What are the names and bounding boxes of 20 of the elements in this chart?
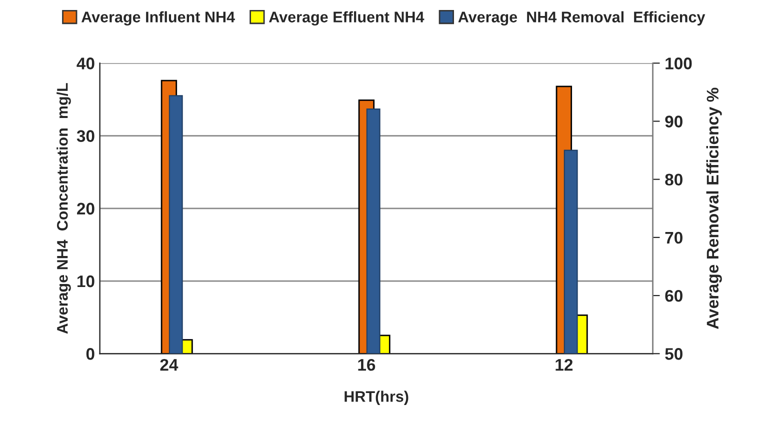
y-tick-label: 0	[86, 348, 94, 360]
x-tick-label: 24	[160, 358, 178, 371]
x-tick-label: 16	[358, 358, 376, 371]
y2-axis-title: Average Removal Efficiency %	[706, 88, 722, 330]
y2-tick-label: 70	[665, 232, 682, 244]
y-axis-title: Average NH4 Concentration mg/L	[56, 83, 71, 334]
legend-label: Average Effluent NH4	[269, 11, 424, 26]
legend-label: Average Influent NH4	[81, 11, 235, 26]
y2-tick-label: 100	[666, 58, 692, 70]
y2-tick-label: 50	[665, 348, 682, 360]
x-axis-title: HRT(hrs)	[344, 390, 408, 405]
y2-tick-label: 60	[665, 290, 682, 302]
x-tick-label: 12	[556, 358, 573, 371]
y2-tick-label: 80	[665, 174, 682, 186]
y-tick-label: 30	[76, 130, 94, 142]
y-tick-label: 10	[77, 275, 94, 288]
legend-label: Average NH4 Removal Efficiency	[458, 11, 706, 26]
y2-tick-label: 90	[665, 116, 682, 128]
y-tick-label: 40	[76, 58, 94, 70]
y-tick-label: 20	[77, 202, 94, 215]
